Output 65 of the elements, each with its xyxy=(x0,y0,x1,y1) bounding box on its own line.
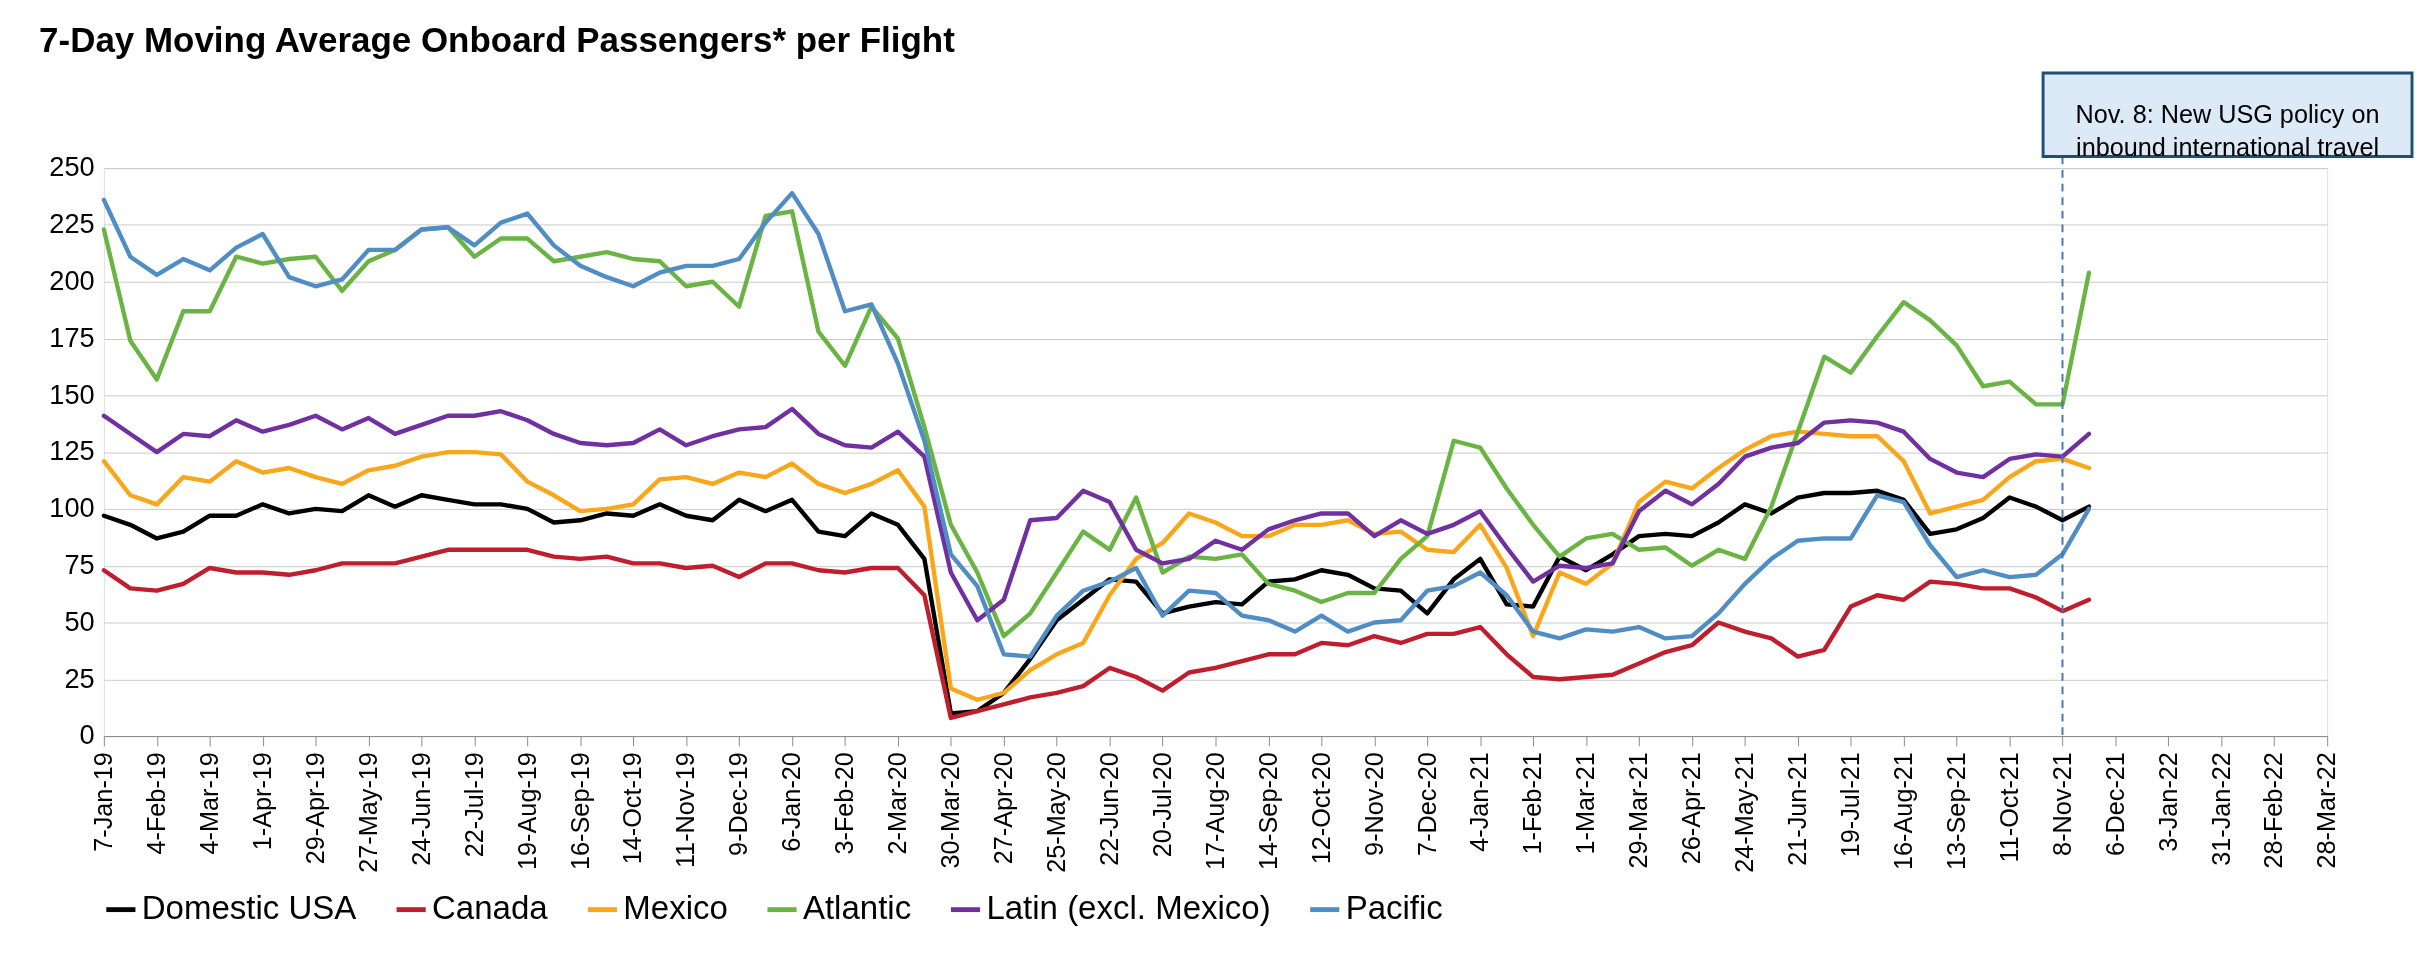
x-tick-label: 4-Feb-19 xyxy=(142,752,171,855)
x-tick-label: 14-Oct-19 xyxy=(618,752,647,865)
x-tick-label: 29-Mar-21 xyxy=(1624,752,1653,869)
legend-label: Domestic USA xyxy=(141,889,357,927)
x-tick-label: 1-Feb-21 xyxy=(1518,752,1547,855)
x-tick-label: 19-Jul-21 xyxy=(1836,752,1865,858)
x-tick-label: 8-Nov-21 xyxy=(2047,752,2076,856)
line-series xyxy=(101,429,2092,702)
legend-label: Pacific xyxy=(1345,889,1443,927)
x-tick-label: 27-May-19 xyxy=(353,752,382,873)
x-tick-label: 27-Apr-20 xyxy=(989,752,1018,865)
x-tick-label: 13-Sep-21 xyxy=(1941,752,1970,870)
y-tick-label: 100 xyxy=(49,492,95,524)
x-tick-label: 22-Jul-19 xyxy=(459,752,488,858)
y-tick-label: 175 xyxy=(49,321,95,353)
legend-label: Latin (excl. Mexico) xyxy=(986,889,1271,927)
x-tick-label: 4-Mar-19 xyxy=(195,752,224,855)
y-tick-label: 250 xyxy=(49,151,95,183)
x-tick-label: 31-Jan-22 xyxy=(2206,752,2235,866)
x-tick-label: 3-Jan-22 xyxy=(2153,752,2182,852)
x-tick-label: 6-Dec-21 xyxy=(2100,752,2129,856)
x-tick-label: 28-Feb-22 xyxy=(2259,752,2288,869)
x-tick-label: 11-Oct-21 xyxy=(1994,752,2023,863)
y-tick-label: 225 xyxy=(49,208,95,240)
x-tick-label: 25-May-20 xyxy=(1041,752,1070,873)
x-tick-label: 24-May-21 xyxy=(1730,752,1759,873)
x-tick-label: 12-Oct-20 xyxy=(1306,752,1335,865)
x-tick-label: 17-Aug-20 xyxy=(1200,752,1229,870)
x-tick-label: 22-Jun-20 xyxy=(1094,752,1123,866)
y-tick-label: 25 xyxy=(64,662,95,694)
x-tick-label: 16-Sep-19 xyxy=(565,752,594,870)
x-tick-label: 4-Jan-21 xyxy=(1465,752,1494,852)
y-tick-label: 150 xyxy=(49,378,95,410)
x-tick-label: 11-Nov-19 xyxy=(671,752,700,869)
y-tick-label: 50 xyxy=(64,605,95,637)
x-tick-label: 30-Mar-20 xyxy=(936,752,965,869)
x-tick-label: 3-Feb-20 xyxy=(830,752,859,855)
x-tick-label: 6-Jan-20 xyxy=(777,752,806,852)
y-tick-label: 0 xyxy=(79,719,95,751)
x-tick-label: 7-Dec-20 xyxy=(1412,752,1441,856)
x-tick-label: 20-Jul-20 xyxy=(1147,752,1176,858)
y-tick-label: 75 xyxy=(64,548,95,580)
legend-label: Canada xyxy=(432,889,549,927)
x-tick-label: 1-Apr-19 xyxy=(247,752,276,851)
x-tick-label: 26-Apr-21 xyxy=(1677,752,1706,865)
x-tick-label: 9-Dec-19 xyxy=(724,752,753,856)
ref-line-label: Nov. 8: New USG policy on inbound international travel xyxy=(2075,99,2380,161)
line-series xyxy=(101,406,2092,623)
y-tick-label: 200 xyxy=(49,264,95,296)
legend-label: Atlantic xyxy=(802,889,912,927)
x-tick-label: 24-Jun-19 xyxy=(406,752,435,866)
x-tick-label: 19-Aug-19 xyxy=(512,752,541,870)
x-tick-label: 29-Apr-19 xyxy=(300,752,329,865)
legend-label: Mexico xyxy=(623,889,728,927)
x-tick-label: 1-Mar-21 xyxy=(1571,752,1600,855)
x-tick-label: 14-Sep-20 xyxy=(1253,752,1282,870)
x-tick-label: 7-Jan-19 xyxy=(89,752,118,852)
chart-title: 7-Day Moving Average Onboard Passengers* per Flight xyxy=(39,20,956,60)
x-tick-label: 2-Mar-20 xyxy=(883,752,912,855)
x-tick-label: 28-Mar-22 xyxy=(2312,752,2341,869)
x-tick-label: 9-Nov-20 xyxy=(1359,752,1388,856)
y-tick-label: 125 xyxy=(49,435,95,467)
x-tick-label: 21-Jun-21 xyxy=(1783,752,1812,866)
line-series xyxy=(101,547,2092,721)
x-tick-label: 16-Aug-21 xyxy=(1888,752,1917,870)
